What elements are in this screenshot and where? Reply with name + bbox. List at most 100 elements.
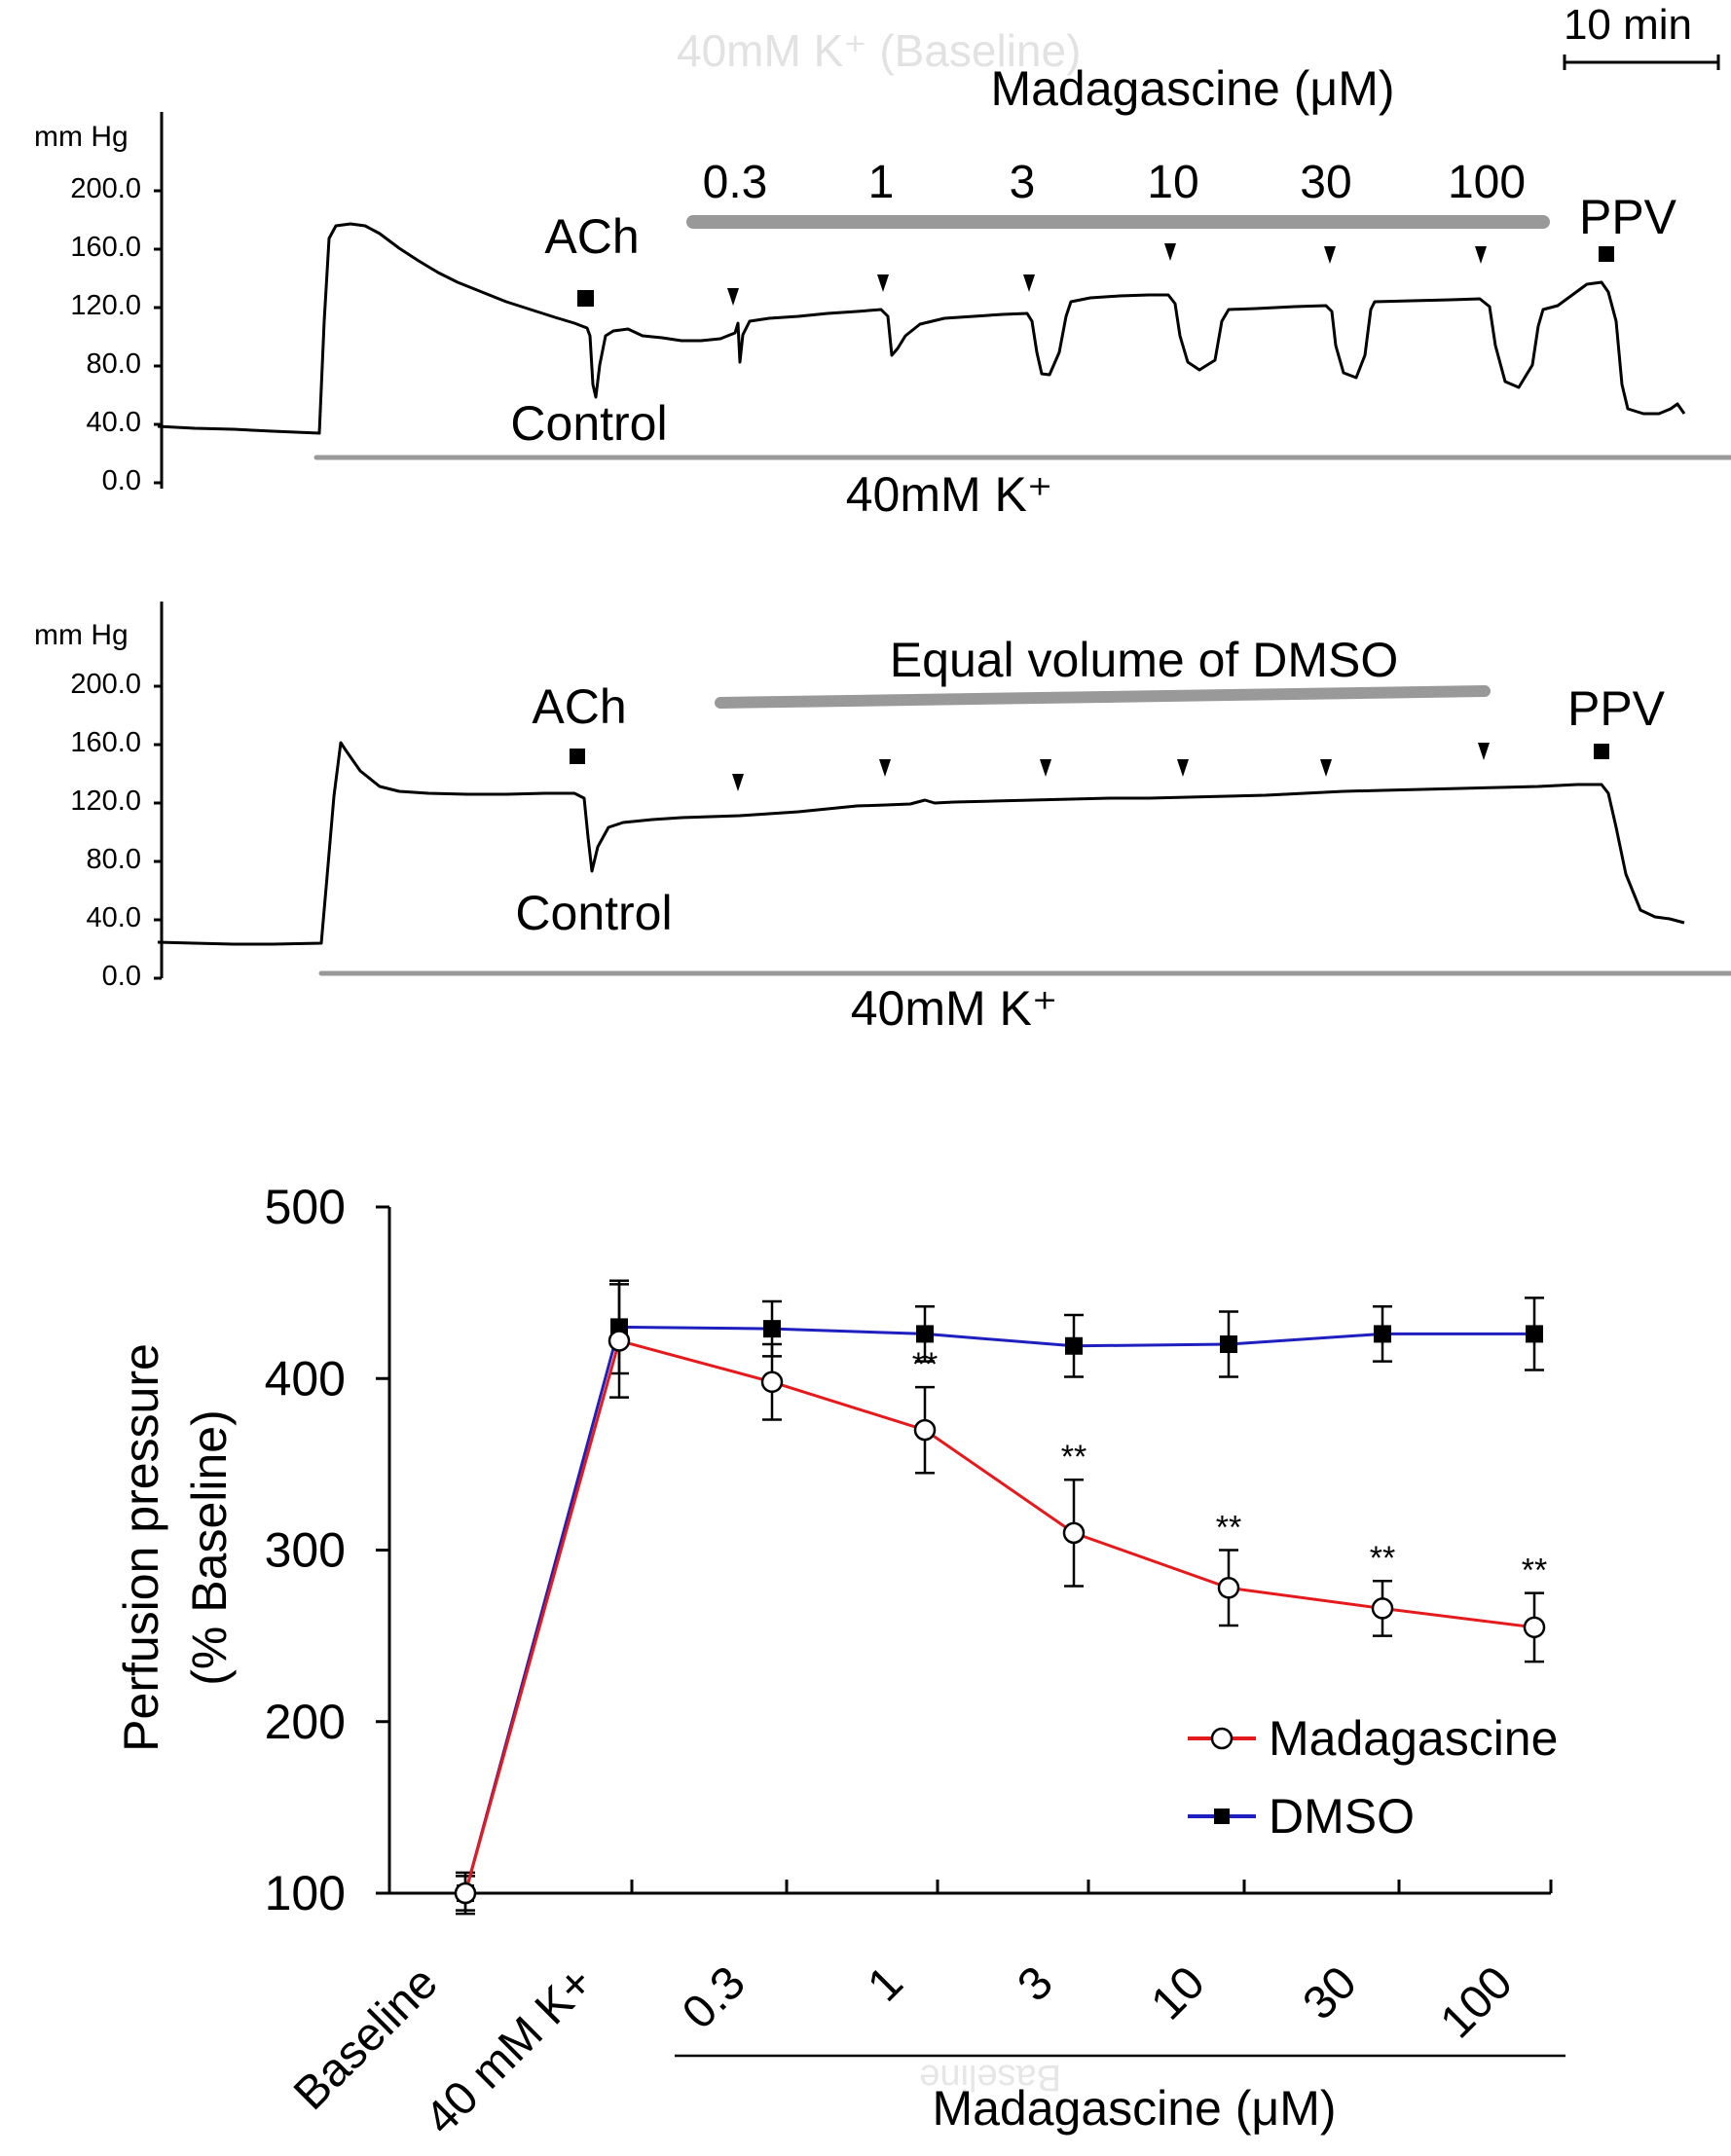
trace-top-y-ticks: 200.0 160.0 120.0 80.0 40.0 0.0 (70, 173, 162, 496)
trace-top-treatment-title: Madagascine (μM) (990, 61, 1394, 116)
trace-panel-madagascine: mm Hg 200.0 160.0 120.0 80.0 40.0 0.0 Ma… (34, 61, 1731, 522)
chart-x-category-label: 40 mM K+ (416, 1956, 604, 2144)
significance-label: ** (1061, 1439, 1086, 1476)
trace-bottom-y-tick: 0.0 (102, 961, 141, 992)
dose-label: 100 (1448, 157, 1526, 208)
trace-bottom-ach-marker (570, 749, 585, 764)
trace-top-dose-labels: 0.3 1 3 10 30 100 (703, 157, 1526, 208)
data-point (1217, 1577, 1240, 1599)
data-point (1374, 1325, 1391, 1343)
trace-bottom-y-tick: 80.0 (87, 844, 141, 875)
dose-arrow (879, 759, 891, 777)
trace-top-tick-marks (154, 189, 162, 485)
dose-arrow (1164, 243, 1176, 261)
legend-label-dmso: DMSO (1269, 1789, 1415, 1844)
faint-text-top: 40mM K⁺ (Baseline) (677, 25, 1081, 76)
trace-top-ach-label: ACh (544, 209, 639, 264)
chart-x-category-label: 100 (1431, 1956, 1523, 2048)
trace-bottom-y-tick: 200.0 (70, 669, 141, 700)
data-point (763, 1320, 781, 1338)
trace-top-dose-arrows (727, 243, 1487, 306)
trace-top-y-tick: 0.0 (102, 465, 141, 496)
chart-x-label: Madagascine (μM) (932, 2081, 1336, 2136)
dose-label: 30 (1300, 157, 1351, 208)
chart-x-category-label: Baseline (284, 1956, 448, 2120)
legend-marker-madagascine (1210, 1727, 1234, 1750)
trace-bottom-tick-marks (154, 684, 162, 980)
chart-x-category-label: 3 (1008, 1956, 1062, 2011)
dose-arrow (1023, 274, 1035, 292)
trace-top-y-tick: 200.0 (70, 173, 141, 204)
data-point (1371, 1597, 1394, 1620)
data-point (1062, 1521, 1086, 1545)
chart-y-tick-label: 500 (265, 1180, 346, 1234)
chart-x-category-label: 10 (1142, 1956, 1215, 2029)
trace-bottom-treatment-bar (715, 685, 1491, 709)
trace-bottom-y-tick: 40.0 (87, 902, 141, 933)
trace-top-k-label: 40mM K⁺ (846, 467, 1053, 522)
trace-panel-dmso: mm Hg 200.0 160.0 120.0 80.0 40.0 0.0 Eq… (34, 602, 1731, 1036)
faint-text-bottom: Baseline (919, 2057, 1061, 2098)
chart-y-label: Perfusion pressure (114, 1343, 168, 1752)
trace-bottom-pressure-trace (157, 741, 1685, 946)
dose-label: 1 (868, 157, 895, 208)
trace-top-pressure-trace (157, 222, 1686, 435)
chart-y-label-unit: (% Baseline) (182, 1409, 237, 1685)
trace-bottom-treatment-title: Equal volume of DMSO (890, 633, 1398, 687)
trace-bottom-ppv-label: PPV (1567, 681, 1666, 736)
dose-arrow (1478, 743, 1490, 760)
chart-legend: Madagascine DMSO (1188, 1711, 1558, 1844)
trace-top-ppv-label: PPV (1579, 190, 1677, 244)
significance-label: ** (1522, 1553, 1547, 1590)
legend-marker-dmso (1214, 1809, 1230, 1824)
data-point (1220, 1335, 1237, 1353)
trace-top-y-tick: 80.0 (87, 348, 141, 380)
data-point (916, 1325, 934, 1343)
dose-label: 10 (1147, 157, 1198, 208)
dose-arrow (1475, 246, 1487, 264)
legend-label-madagascine: Madagascine (1269, 1711, 1558, 1766)
chart-y-ticks: 500 400 300 200 100 (265, 1180, 389, 1920)
trace-bottom-dose-arrows (732, 743, 1490, 791)
trace-top-y-tick: 40.0 (87, 407, 141, 438)
dose-arrow (1177, 759, 1189, 777)
data-point (1526, 1325, 1543, 1343)
trace-bottom-control-label: Control (515, 886, 672, 940)
chart-y-tick-label: 100 (265, 1866, 346, 1920)
chart-x-category-label: 30 (1294, 1956, 1367, 2029)
chart-y-tick-label: 300 (265, 1523, 346, 1578)
dose-arrow (1040, 759, 1051, 777)
series-line (463, 1325, 1534, 1894)
chart-x-category-label: 0.3 (673, 1956, 755, 2039)
trace-bottom-y-unit: mm Hg (34, 619, 129, 651)
data-point (913, 1418, 937, 1442)
scale-bar-label: 10 min (1564, 1, 1692, 49)
chart-series: ** ** ** ** ** (454, 1279, 1547, 1916)
significance-label: ** (912, 1346, 938, 1383)
dose-label: 0.3 (703, 157, 768, 208)
dose-label: 3 (1010, 157, 1036, 208)
trace-bottom-ppv-marker (1594, 744, 1609, 759)
dose-arrow (732, 774, 744, 791)
dose-arrow (877, 274, 889, 292)
dose-arrow (727, 288, 739, 306)
series-line (463, 1338, 1535, 1894)
dose-arrow (1324, 246, 1336, 264)
trace-bottom-ach-label: ACh (532, 679, 626, 734)
trace-top-y-unit: mm Hg (34, 121, 129, 153)
data-point (608, 1330, 631, 1352)
trace-bottom-y-tick: 120.0 (70, 786, 141, 817)
trace-bottom-y-ticks: 200.0 160.0 120.0 80.0 40.0 0.0 (70, 669, 162, 992)
trace-bottom-y-tick: 160.0 (70, 727, 141, 758)
chart-y-tick-label: 200 (265, 1695, 346, 1749)
trace-bottom-k-label: 40mM K⁺ (851, 981, 1058, 1036)
series-madagascine: ** ** ** ** ** (454, 1283, 1547, 1916)
scale-bar-line (1563, 55, 1720, 70)
trace-top-ach-marker (577, 290, 594, 307)
chart-x-category-label: 1 (858, 1956, 912, 2011)
data-point (454, 1882, 477, 1905)
data-point (1065, 1336, 1083, 1355)
trace-top-control-label: Control (510, 396, 667, 451)
